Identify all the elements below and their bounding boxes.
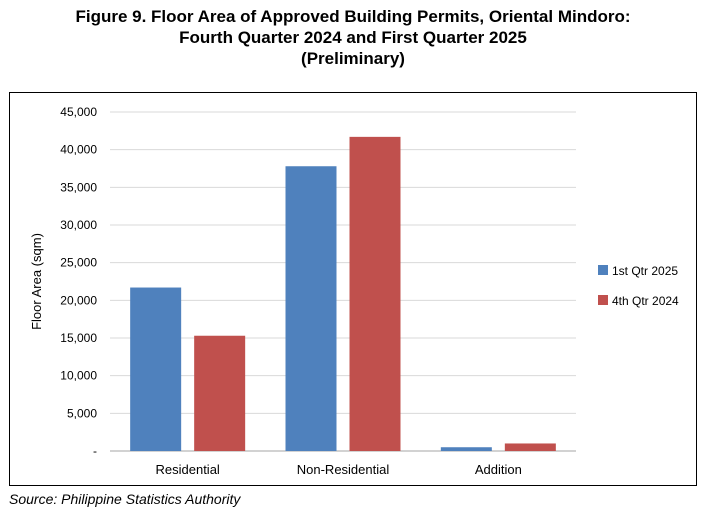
legend-label: 1st Qtr 2025 bbox=[612, 264, 678, 278]
legend-label: 4th Qtr 2024 bbox=[612, 294, 679, 308]
y-tick-label: - bbox=[93, 444, 97, 458]
y-axis-title: Floor Area (sqm) bbox=[29, 233, 44, 330]
bar-addition-series-0 bbox=[440, 447, 492, 451]
chart-title-line-3: (Preliminary) bbox=[301, 49, 405, 68]
bar-chart: - 5,000 10,000 15,000 20,000 25,000 30,000 35,0… bbox=[29, 105, 679, 477]
bar-addition-series-1 bbox=[504, 443, 556, 451]
bar-residential-series-0 bbox=[130, 287, 182, 451]
legend-swatch bbox=[598, 265, 608, 275]
y-tick-label: 25,000 bbox=[60, 256, 97, 270]
y-tick-label: 45,000 bbox=[60, 105, 97, 119]
chart-frame: - 5,000 10,000 15,000 20,000 25,000 30,000 35,0… bbox=[9, 92, 697, 486]
x-tick-label: Residential bbox=[156, 462, 220, 477]
y-tick-label: 10,000 bbox=[60, 369, 97, 383]
chart-title-line-1: Figure 9. Floor Area of Approved Buildin… bbox=[75, 7, 631, 26]
x-tick-label: Addition bbox=[475, 462, 522, 477]
y-tick-label: 30,000 bbox=[60, 218, 97, 232]
bar-non-residential-series-0 bbox=[285, 166, 337, 451]
bar-residential-series-1 bbox=[194, 335, 246, 451]
y-tick-label: 40,000 bbox=[60, 143, 97, 157]
chart-title-line-2: Fourth Quarter 2024 and First Quarter 20… bbox=[179, 28, 527, 47]
x-tick-label: Non-Residential bbox=[297, 462, 390, 477]
y-tick-label: 20,000 bbox=[60, 293, 97, 307]
bar-non-residential-series-1 bbox=[349, 136, 401, 452]
source-note: Source: Philippine Statistics Authority bbox=[9, 491, 241, 507]
legend-swatch bbox=[598, 295, 608, 305]
y-tick-label: 15,000 bbox=[60, 331, 97, 345]
y-tick-label: 5,000 bbox=[67, 406, 97, 420]
chart-title: Figure 9. Floor Area of Approved Buildin… bbox=[0, 6, 706, 69]
y-tick-label: 35,000 bbox=[60, 180, 97, 194]
